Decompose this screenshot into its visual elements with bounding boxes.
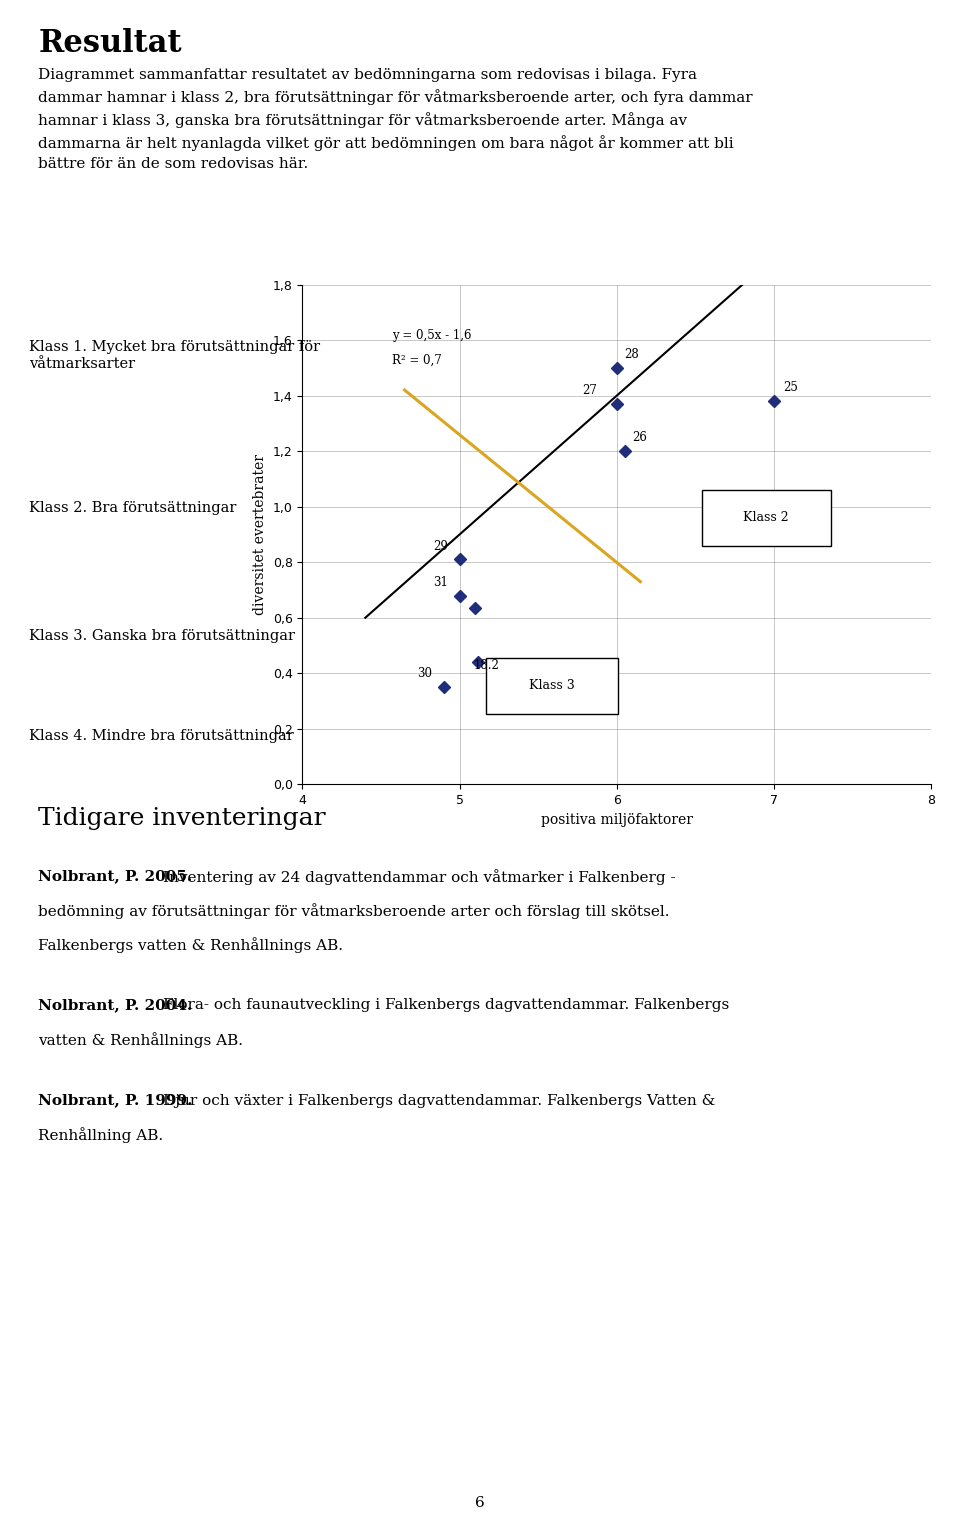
Text: Renhållning AB.: Renhållning AB. <box>38 1127 163 1143</box>
Text: R² = 0,7: R² = 0,7 <box>392 354 442 368</box>
Text: 28: 28 <box>625 348 639 361</box>
Text: 29: 29 <box>433 540 447 552</box>
Text: Klass 3: Klass 3 <box>530 680 575 692</box>
FancyBboxPatch shape <box>702 491 830 546</box>
Text: Tidigare inventeringar: Tidigare inventeringar <box>38 807 326 831</box>
FancyBboxPatch shape <box>487 658 618 714</box>
Text: Klass 3. Ganska bra förutsättningar: Klass 3. Ganska bra förutsättningar <box>29 629 295 643</box>
Text: 30: 30 <box>418 667 432 680</box>
Text: 26: 26 <box>633 431 647 444</box>
Text: 18.2: 18.2 <box>473 658 499 672</box>
Text: Nolbrant, P. 2004.: Nolbrant, P. 2004. <box>38 998 193 1012</box>
Text: vatten & Renhållnings AB.: vatten & Renhållnings AB. <box>38 1032 244 1047</box>
Text: Klass 2. Bra förutsättningar: Klass 2. Bra förutsättningar <box>29 501 236 515</box>
Text: 31: 31 <box>433 575 447 589</box>
Text: 25: 25 <box>783 381 799 394</box>
Text: y = 0,5x - 1,6: y = 0,5x - 1,6 <box>392 329 471 341</box>
Text: Klass 2: Klass 2 <box>743 511 789 524</box>
Text: 27: 27 <box>582 384 597 397</box>
Text: Diagrammet sammanfattar resultatet av bedömningarna som redovisas i bilaga. Fyra: Diagrammet sammanfattar resultatet av be… <box>38 68 753 171</box>
Text: Resultat: Resultat <box>38 28 182 58</box>
Text: Falkenbergs vatten & Renhållnings AB.: Falkenbergs vatten & Renhållnings AB. <box>38 937 344 952</box>
Text: Flora- och faunautveckling i Falkenbergs dagvattendammar. Falkenbergs: Flora- och faunautveckling i Falkenbergs… <box>163 998 729 1012</box>
Text: Nolbrant, P. 1999.: Nolbrant, P. 1999. <box>38 1094 193 1107</box>
Text: Djur och växter i Falkenbergs dagvattendammar. Falkenbergs Vatten &: Djur och växter i Falkenbergs dagvattend… <box>163 1094 715 1107</box>
Text: Nolbrant, P. 2005.: Nolbrant, P. 2005. <box>38 869 193 883</box>
Text: Inventering av 24 dagvattendammar och våtmarker i Falkenberg -: Inventering av 24 dagvattendammar och vå… <box>163 869 676 884</box>
Y-axis label: diversitet evertebrater: diversitet evertebrater <box>253 454 267 615</box>
Text: Klass 1. Mycket bra förutsättningar för
våtmarksarter: Klass 1. Mycket bra förutsättningar för … <box>29 340 320 371</box>
Text: Klass 4. Mindre bra förutsättningar: Klass 4. Mindre bra förutsättningar <box>29 729 294 743</box>
Text: bedömning av förutsättningar för våtmarksberoende arter och förslag till skötsel: bedömning av förutsättningar för våtmark… <box>38 903 670 918</box>
X-axis label: positiva miljöfaktorer: positiva miljöfaktorer <box>540 812 693 826</box>
Text: 6: 6 <box>475 1496 485 1510</box>
